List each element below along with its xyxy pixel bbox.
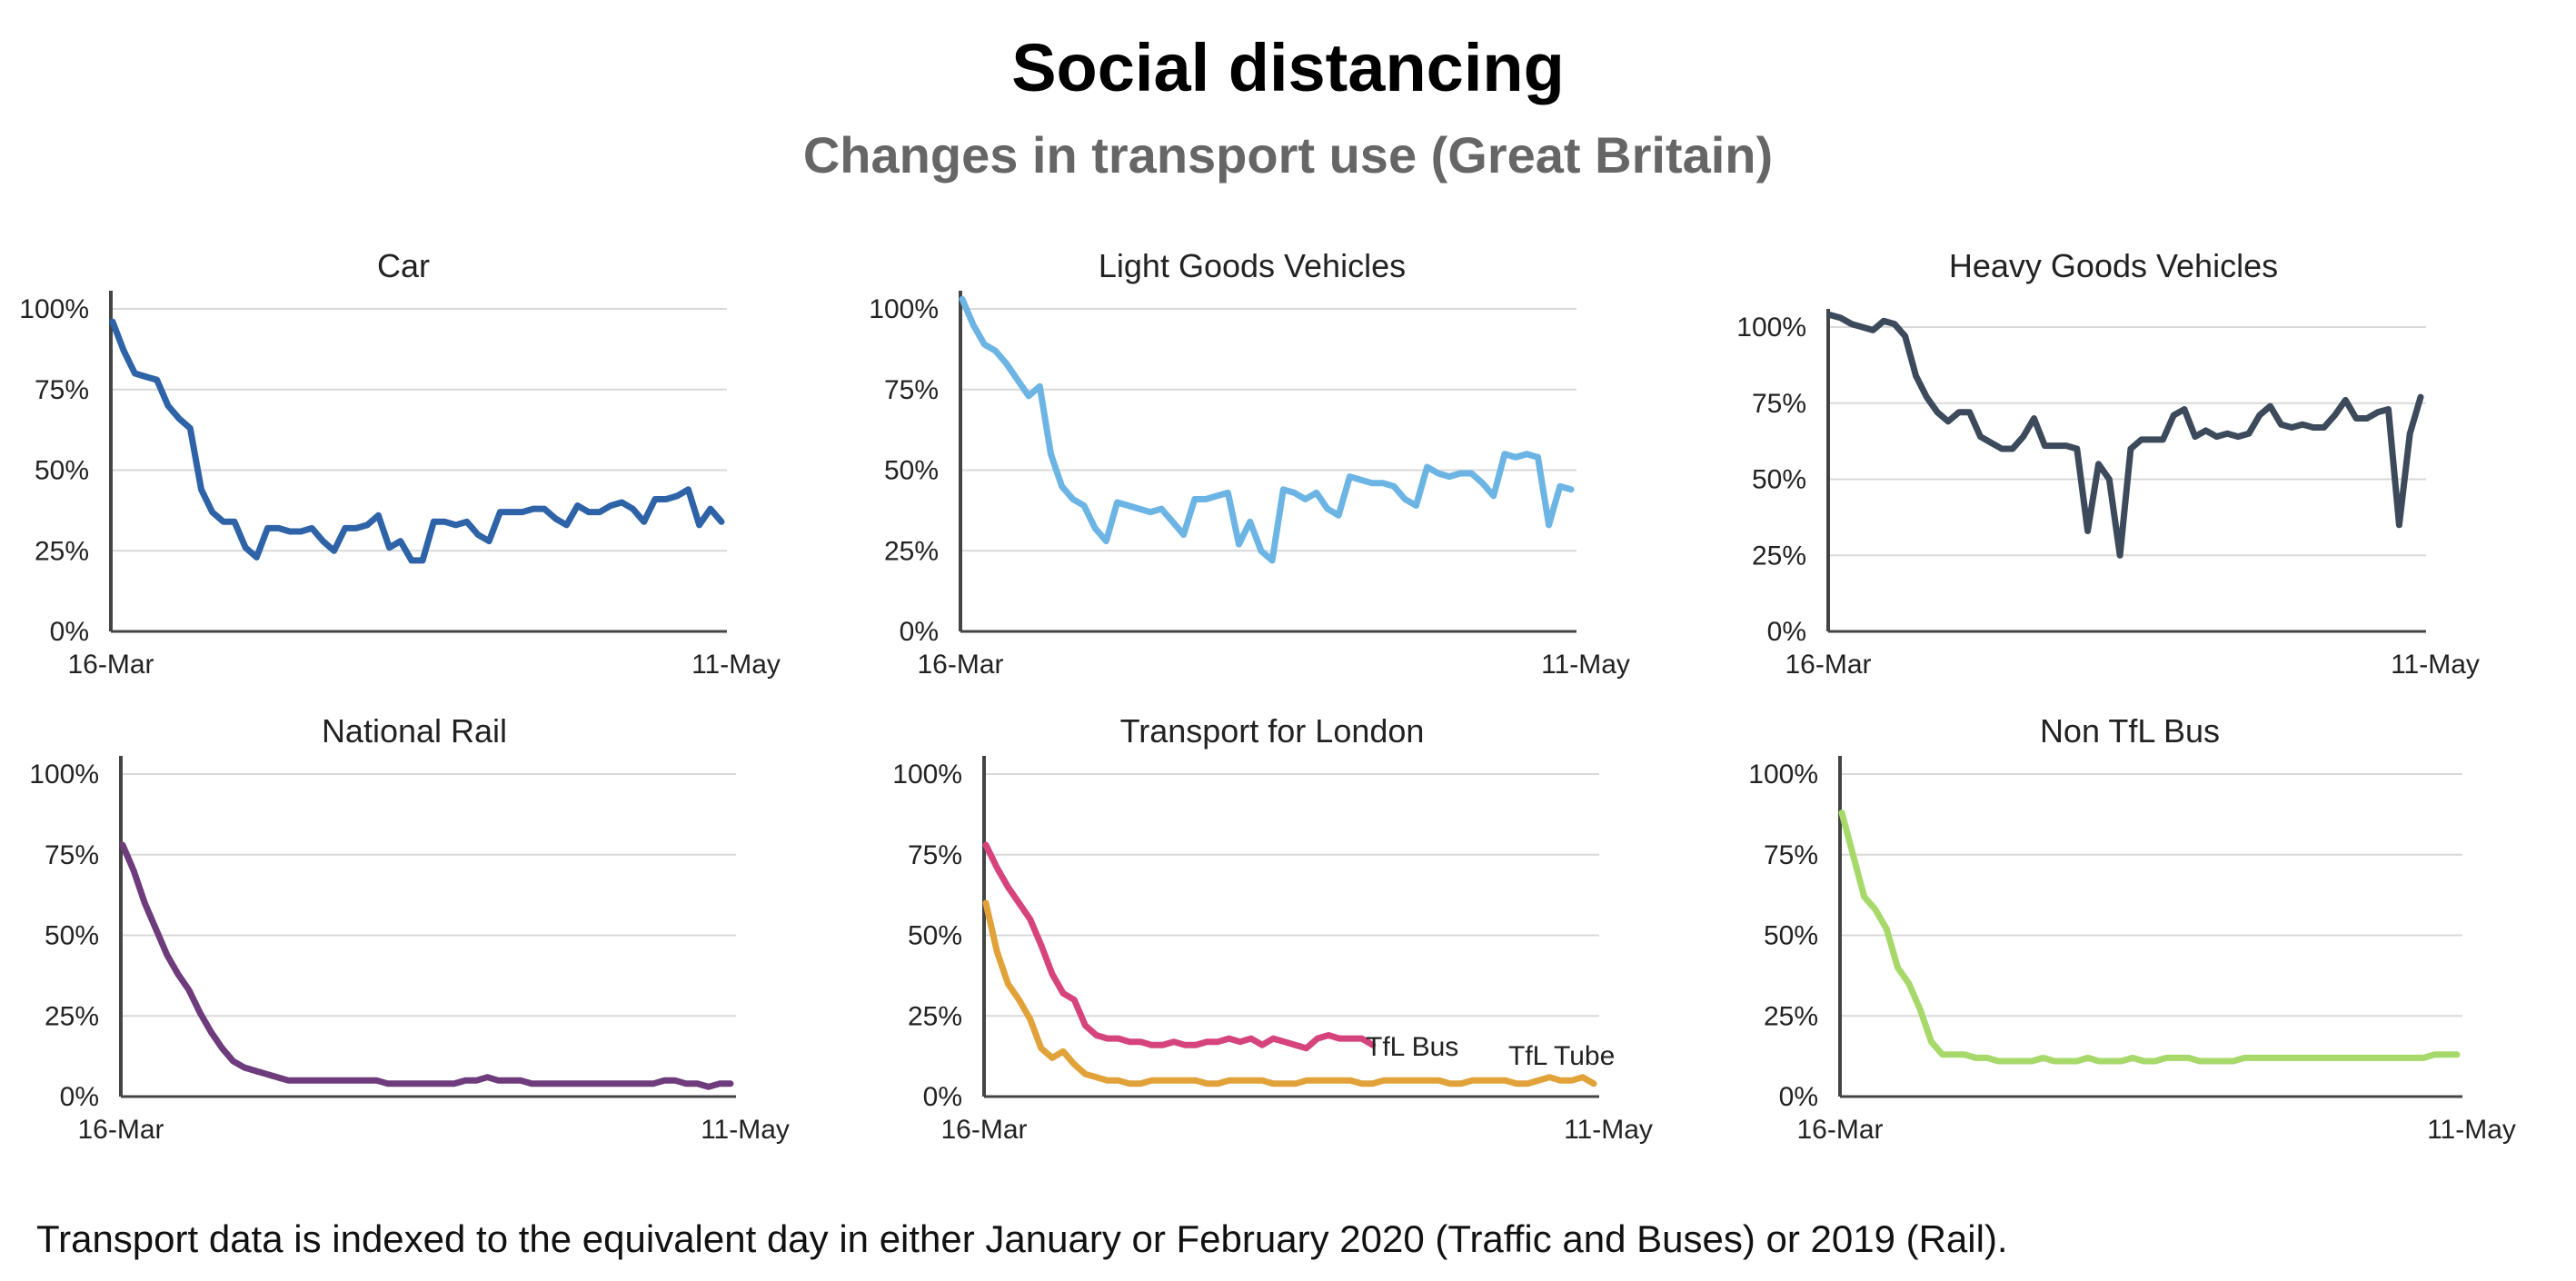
series-line-non-tfl-bus [1838, 809, 2461, 1065]
y-tick-label: 50% [1764, 921, 1818, 951]
y-tick-label: 100% [29, 760, 99, 789]
y-tick-label: 75% [45, 840, 99, 870]
panel-title-rail: National Rail [321, 712, 508, 750]
series-line-tfl-bus [982, 841, 1377, 1052]
x-tick-label: 11-May [2391, 650, 2480, 680]
y-tick-label: 75% [884, 375, 939, 405]
y-tick-label: 50% [908, 921, 962, 951]
x-tick-label: 16-Mar [1785, 650, 1871, 680]
series-line-tfl-tube [982, 899, 1597, 1087]
y-tick-label: 50% [1752, 465, 1806, 495]
y-tick-label: 25% [45, 1001, 99, 1031]
chart-non-tfl-bus: 0% 25% 50% 75% 100% 16-Mar 11-May [1748, 756, 2516, 1145]
chart-hgv: 0% 25% 50% 75% 100% 16-Mar 11-May [1736, 309, 2480, 680]
x-tick-label: 16-Mar [1796, 1115, 1883, 1145]
chart-rail: 0% 25% 50% 75% 100% 16-Mar 11-May [29, 756, 790, 1145]
panel-title-non-tfl-bus: Non TfL Bus [2039, 712, 2221, 750]
panel-title-lgv: Light Goods Vehicles [1098, 247, 1407, 284]
y-tick-label: 50% [45, 921, 99, 951]
y-tick-label: 100% [892, 760, 962, 789]
y-tick-label: 50% [884, 456, 939, 486]
panel-title-tfl: Transport for London [1119, 712, 1425, 750]
panel-title-hgv: Heavy Goods Vehicles [1948, 247, 2279, 284]
panel-title-car: Car [376, 247, 430, 284]
page-title: Social distancing [1011, 30, 1565, 105]
x-tick-label: 11-May [691, 650, 781, 680]
x-tick-label: 16-Mar [67, 650, 154, 680]
y-tick-label: 25% [1752, 541, 1806, 571]
series-line-lgv [959, 295, 1575, 564]
x-tick-label: 11-May [2427, 1115, 2516, 1145]
x-tick-label: 16-Mar [940, 1115, 1027, 1145]
y-tick-label: 75% [1764, 840, 1818, 870]
x-tick-label: 11-May [1541, 650, 1630, 680]
y-tick-label: 50% [35, 456, 89, 486]
page-subtitle: Changes in transport use (Great Britain) [802, 126, 1774, 184]
y-tick-label: 0% [900, 617, 939, 647]
y-tick-label: 25% [884, 536, 939, 566]
y-tick-label: 100% [19, 294, 89, 324]
x-tick-label: 16-Mar [77, 1115, 164, 1145]
series-label-tfl-tube: TfL Tube [1508, 1041, 1615, 1071]
series-line-rail [119, 841, 734, 1090]
chart-lgv: 0% 25% 50% 75% 100% 16-Mar 11-May [869, 291, 1630, 680]
y-tick-label: 25% [35, 536, 89, 566]
y-tick-label: 75% [908, 840, 962, 870]
series-line-hgv [1826, 312, 2424, 559]
y-tick-label: 0% [50, 617, 89, 647]
y-tick-label: 75% [35, 375, 89, 405]
series-label-tfl-bus: TfL Bus [1366, 1032, 1458, 1062]
y-tick-label: 100% [869, 294, 939, 324]
x-tick-label: 11-May [1564, 1115, 1653, 1145]
chart-car: 0% 25% 50% 75% 100% 16-Mar 11-May [19, 291, 781, 680]
series-line-car [109, 318, 725, 564]
y-tick-label: 0% [1779, 1082, 1818, 1112]
y-tick-label: 25% [1764, 1001, 1818, 1031]
y-tick-label: 100% [1736, 313, 1806, 343]
y-tick-label: 0% [923, 1082, 962, 1112]
chart-tfl: 0% 25% 50% 75% 100% 16-Mar 11-May TfL Bus TfL Tu… [892, 756, 1653, 1145]
y-tick-label: 100% [1748, 760, 1818, 789]
y-tick-label: 25% [908, 1001, 962, 1031]
x-tick-label: 11-May [701, 1115, 790, 1145]
x-tick-label: 16-Mar [917, 650, 1003, 680]
y-tick-label: 0% [60, 1082, 99, 1112]
y-tick-label: 75% [1752, 389, 1806, 419]
y-tick-label: 0% [1767, 617, 1806, 647]
footnote: Transport data is indexed to the equival… [36, 1217, 2008, 1260]
